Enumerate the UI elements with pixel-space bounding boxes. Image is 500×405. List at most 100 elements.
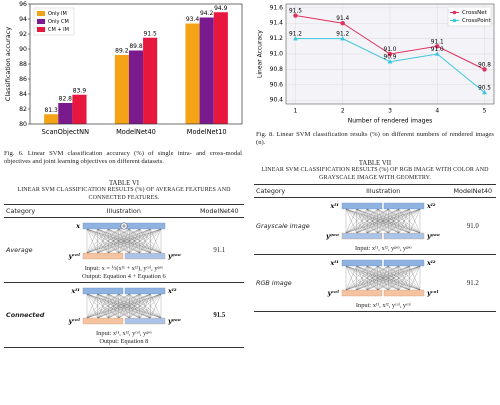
legend-swatch [37,19,45,24]
diagram-label: yᶜᵒˡ [426,289,439,297]
connection [86,293,161,319]
connection [346,208,379,234]
diagram-label: xᴵ¹ [70,287,80,295]
legend-label: Only CM [48,19,69,25]
x-tick-label: 3 [388,108,392,115]
connection [346,208,410,234]
point-value-label: 91.2 [336,32,349,38]
legend-label: CrossPoint [462,18,492,24]
point-value-label: 91.4 [336,16,349,22]
y-tick-label: 96 [19,1,27,8]
connection [388,208,421,234]
connection [86,293,98,319]
connection [409,208,421,234]
point-value-label: 91.2 [289,32,302,38]
y-tick-label: 82 [19,106,27,113]
connection [356,265,421,291]
table: Category Illustration ModelNet40 Average x yᶜ… [4,204,244,348]
legend-label: Only IM [48,11,67,17]
bar-value-label: 94.2 [200,10,214,17]
bar-value-label: 91.5 [143,30,157,37]
table: Category Illustration ModelNet40 Grayscale … [254,184,496,312]
table-title: TABLE VII [358,160,392,167]
illustration-cell: xᴵ¹ xᴵ² yᶜᵒˡ yᵍᵉᵒ Input: xᴵ¹, xᴵ², yᶜᵒˡ, yᵍᵉ… [53,282,195,348]
point-value-label: 90.8 [478,62,491,68]
point-value-label: 91.1 [431,39,444,45]
x-tick-label: 1 [294,108,298,115]
connection [346,208,400,234]
value-cell: 91.0 [449,197,496,255]
table-title: TABLE VI [108,180,140,187]
legend-swatch [37,11,45,16]
x-tick-label: 5 [483,108,487,115]
diagram-label: xᴵ¹ [330,202,340,210]
figure-caption: Fig. 8. Linear SVM classification result… [256,131,494,146]
diagram-label: xᴵ¹ [330,259,340,267]
bar [114,55,129,124]
marker [340,21,345,26]
connection [97,293,161,319]
x-tick-label: 4 [435,108,439,115]
connection [346,208,368,234]
figure-caption: Fig. 6. Linear SVM classification accura… [4,150,242,165]
connection [346,265,421,291]
connection [398,208,421,234]
connection [139,228,161,254]
bar [44,114,59,124]
point-value-label: 91.0 [431,47,444,53]
value-cell: 91.5 [194,282,244,348]
illustration-cell: xᴵ¹ xᴵ² yᶜᵒˡ yᶜᵒˡ Input: xᴵ¹, xᴵ², yᶜᵒˡ, yᶜᵒ… [316,254,450,312]
x-tick-label: ScanObjectNN [42,128,89,136]
diagram-label: x [75,222,80,230]
point-value-label: 90.9 [384,55,397,61]
feature-bar [124,317,166,325]
connection [346,265,400,291]
legend-marker [452,18,457,23]
feature-bar [82,222,124,230]
connection [86,228,140,254]
feature-bar [342,232,383,240]
connection [356,208,421,234]
diagram-label: xᴵ² [426,259,436,267]
bar-value-label: 81.3 [45,107,59,114]
connection [409,265,421,291]
y-tick-label: 90.4 [270,97,284,104]
feature-bar [82,317,124,325]
marker [387,59,393,64]
marker [435,44,440,49]
y-tick-label: 94 [19,16,27,23]
connection [346,265,379,291]
feature-bar [384,202,425,210]
header-row: Category Illustration ModelNet40 [4,204,244,218]
bar-value-label: 83.9 [73,87,87,94]
connection [86,228,98,254]
connection [86,228,161,254]
connection [86,293,151,319]
header-cell: Category [254,184,317,198]
x-tick-label: ModelNet40 [116,128,156,136]
header-cell: Category [4,204,54,218]
input-text: Input: xᴵ¹, xᴵ², yᶜᵒˡ, yᶜᵒˡ [355,302,411,309]
y-tick-label: 91.0 [270,51,284,58]
plot-frame [29,3,243,125]
plus-icon [121,224,126,228]
header-cell: Illustration [53,204,195,218]
bar-value-label: 89.8 [129,43,143,50]
feature-bar [124,287,166,295]
legend-marker [452,10,457,15]
value-cell: 91.1 [194,217,244,283]
connection [346,265,357,291]
connection [367,265,421,291]
diagram-label: yᶜᵒˡ [67,252,80,260]
connection [86,293,119,319]
diagram-label: xᴵ² [426,202,436,210]
connection [346,265,368,291]
connection [86,293,109,319]
connection [129,228,161,254]
connection [367,208,421,234]
connection [86,228,130,254]
input-text: Input: xᴵ¹, xᴵ², yᵍᵉᵒ, yᵍᵉᵒ [355,245,412,252]
network-diagram: xᴵ¹ xᴵ² yᶜᵒˡ yᵍᵉᵒ [67,287,180,325]
connection [346,208,389,234]
